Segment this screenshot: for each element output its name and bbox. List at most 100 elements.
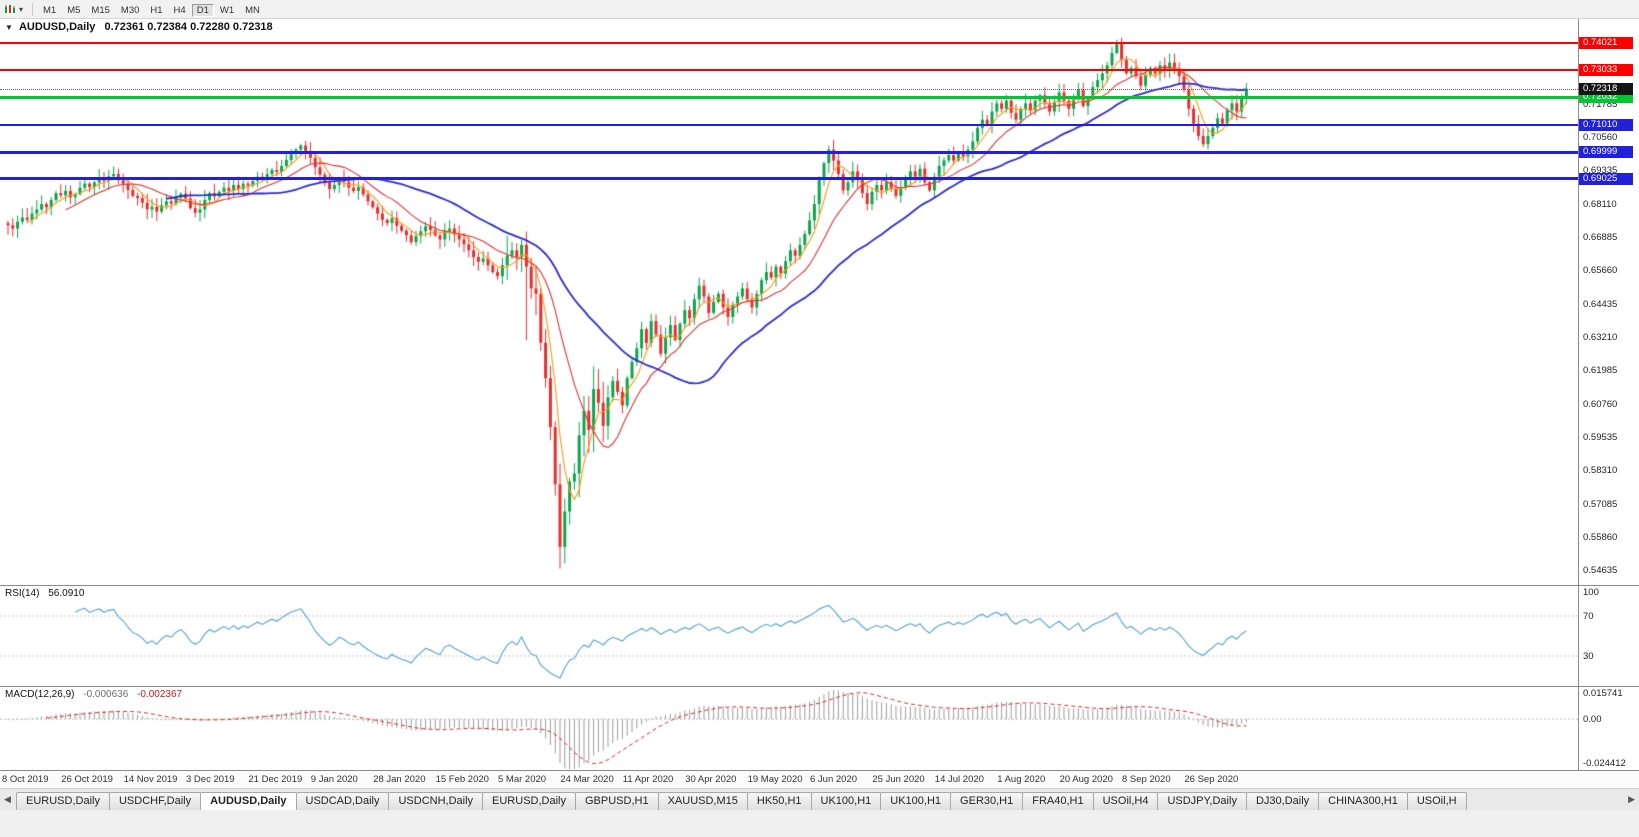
chart-tab-usdcad-daily[interactable]: USDCAD,Daily <box>295 792 390 810</box>
rsi-title: RSI(14) 56.0910 <box>5 588 84 599</box>
time-label: 8 Oct 2019 <box>2 774 49 785</box>
time-label: 14 Jul 2020 <box>934 774 984 785</box>
macd-main-value: -0.000636 <box>83 689 129 700</box>
timeframe-button-m15[interactable]: M15 <box>91 5 110 16</box>
time-axis[interactable]: 8 Oct 2019 26 Oct 2019 14 Nov 2019 3 Dec 20… <box>0 770 1639 788</box>
macd-pane[interactable]: MACD(12,26,9) -0.000636 -0.002367 <box>0 687 1578 769</box>
tabs-scroll-left-icon[interactable]: ◀ <box>4 794 11 804</box>
rsi-tick: 70 <box>1583 611 1594 622</box>
macd-tick: 0.00 <box>1583 714 1602 726</box>
time-label: 26 Oct 2019 <box>61 774 113 785</box>
chart-tab-ger30-h1[interactable]: GER30,H1 <box>950 792 1024 810</box>
chart-tab-gbpusd-h1[interactable]: GBPUSD,H1 <box>575 792 659 810</box>
macd-canvas[interactable] <box>0 687 1578 769</box>
rsi-pane[interactable]: RSI(14) 56.0910 <box>0 586 1578 686</box>
chart-tab-usoil-h[interactable]: USOil,H <box>1406 792 1467 810</box>
timeframe-button-h4[interactable]: H4 <box>173 5 186 16</box>
time-label: 6 Jun 2020 <box>810 774 858 785</box>
hline-support-0.71010[interactable] <box>0 123 1578 126</box>
chart-tabs: EURUSD,Daily USDCHF,Daily AUDUSD,Daily USDC… <box>16 791 1623 811</box>
chart-tab-hk50-h1[interactable]: HK50,H1 <box>746 792 812 810</box>
price-tick: 0.61985 <box>1583 365 1618 377</box>
timeframe-button-d1[interactable]: D1 <box>191 4 214 17</box>
chart-tab-uk100-h1[interactable]: UK100,H1 <box>880 792 952 810</box>
current-price-tag: 0.72318 <box>1579 83 1633 96</box>
pane-separator[interactable] <box>0 686 1639 687</box>
hline-support-0.69025[interactable] <box>0 177 1578 181</box>
time-label: 1 Aug 2020 <box>997 774 1046 785</box>
price-tag-resistance: 0.74021 <box>1579 36 1633 49</box>
hline-pivot-0.72032[interactable] <box>0 95 1578 99</box>
time-label: 20 Aug 2020 <box>1059 774 1113 785</box>
chart-title: ▼ AUDUSD,Daily 0.72361 0.72384 0.72280 0… <box>5 21 273 33</box>
bar-chart-icon[interactable] <box>4 3 18 15</box>
symbol-dropdown-caret-icon[interactable]: ▼ <box>5 23 13 32</box>
price-tick: 0.59535 <box>1583 432 1618 444</box>
chart-tab-usdcnh-daily[interactable]: USDCNH,Daily <box>388 792 484 810</box>
timeframe-button-w1[interactable]: W1 <box>219 5 235 16</box>
status-strip <box>0 810 1639 837</box>
chart-tab-eurusd-daily[interactable]: EURUSD,Daily <box>482 792 576 810</box>
price-tick: 0.68110 <box>1583 198 1617 210</box>
price-scale[interactable]: 0.730100.717850.705600.693350.681100.668… <box>1578 19 1639 770</box>
price-tick: 0.60760 <box>1583 398 1618 410</box>
rsi-tick: 100 <box>1583 587 1599 598</box>
chart-tab-audusd-daily[interactable]: AUDUSD,Daily <box>200 792 297 810</box>
price-tick: 0.71785 <box>1583 98 1618 110</box>
tabs-scroll-right-icon[interactable]: ▶ <box>1628 794 1635 804</box>
chart-tab-xauusd-m15[interactable]: XAUUSD,M15 <box>657 792 748 810</box>
timeframe-button-m30[interactable]: M30 <box>120 5 140 16</box>
time-label: 3 Dec 2019 <box>186 774 235 785</box>
chart-tab-usdchf-daily[interactable]: USDCHF,Daily <box>108 792 202 810</box>
price-tag-support: 0.69999 <box>1579 146 1633 159</box>
time-label: 14 Nov 2019 <box>123 774 178 785</box>
toolbar: ▾ M1 M5 M15 M30 H1 H4 D1 W1 MN <box>0 0 1639 19</box>
time-label: 24 Mar 2020 <box>560 774 614 785</box>
chart-tab-dj30-daily[interactable]: DJ30,Daily <box>1245 792 1320 810</box>
chart-tab-usdjpy-daily[interactable]: USDJPY,Daily <box>1157 792 1247 810</box>
price-tick: 0.63210 <box>1583 332 1618 344</box>
chart-tab-bar: ◀ EURUSD,Daily USDCHF,Daily AUDUSD,Daily US… <box>0 788 1639 810</box>
hline-support-0.69999[interactable] <box>0 150 1578 154</box>
price-tag-support: 0.71010 <box>1579 118 1633 131</box>
ohlc-values: 0.72361 0.72384 0.72280 0.72318 <box>104 21 273 33</box>
price-tick: 0.65660 <box>1583 265 1618 277</box>
time-label: 25 Jun 2020 <box>872 774 925 785</box>
price-tick: 0.66885 <box>1583 232 1618 244</box>
macd-title: MACD(12,26,9) -0.000636 -0.002367 <box>5 689 182 700</box>
time-label: 5 Mar 2020 <box>498 774 547 785</box>
chart-tab-usoil-h4[interactable]: USOil,H4 <box>1092 792 1159 810</box>
hline-resistance-0.74021[interactable] <box>0 41 1578 44</box>
macd-tick: 0.015741 <box>1583 688 1623 699</box>
macd-tick: -0.024412 <box>1583 758 1626 769</box>
symbol-label: AUDUSD,Daily <box>18 21 96 33</box>
timeframe-button-mn[interactable]: MN <box>245 5 260 16</box>
pane-separator[interactable] <box>0 585 1639 586</box>
timeframe-buttons: M1 M5 M15 M30 H1 H4 D1 W1 MN <box>38 0 266 18</box>
price-tag-support: 0.69025 <box>1579 172 1633 185</box>
timeframe-button-m5[interactable]: M5 <box>67 5 81 16</box>
timeframe-button-m1[interactable]: M1 <box>43 5 57 16</box>
chart-tab-china300-h1[interactable]: CHINA300,H1 <box>1318 792 1408 810</box>
price-tick: 0.70560 <box>1583 132 1618 144</box>
time-label: 26 Sep 2020 <box>1184 774 1239 785</box>
chart-tab-uk100-h1[interactable]: UK100,H1 <box>810 792 882 810</box>
chart-tab-fra40-h1[interactable]: FRA40,H1 <box>1022 792 1094 810</box>
rsi-canvas[interactable] <box>0 586 1578 686</box>
price-tick: 0.54635 <box>1583 565 1618 577</box>
time-label: 15 Feb 2020 <box>435 774 489 785</box>
chart-type-dropdown-caret-icon[interactable]: ▾ <box>19 4 24 14</box>
timeframe-button-h1[interactable]: H1 <box>150 5 163 16</box>
chart-tab-eurusd-daily[interactable]: EURUSD,Daily <box>16 792 110 810</box>
rsi-value: 56.0910 <box>48 588 85 599</box>
time-label: 21 Dec 2019 <box>248 774 303 785</box>
price-pane[interactable]: ▼ AUDUSD,Daily 0.72361 0.72384 0.72280 0… <box>0 19 1578 585</box>
time-label: 19 May 2020 <box>747 774 803 785</box>
time-label: 9 Jan 2020 <box>310 774 358 785</box>
toolbar-separator <box>32 2 34 16</box>
macd-label: MACD(12,26,9) <box>5 689 75 700</box>
rsi-label: RSI(14) <box>5 588 40 599</box>
price-chart-canvas[interactable] <box>0 19 1578 585</box>
hline-resistance-0.73033[interactable] <box>0 68 1578 71</box>
rsi-tick: 30 <box>1583 651 1594 662</box>
